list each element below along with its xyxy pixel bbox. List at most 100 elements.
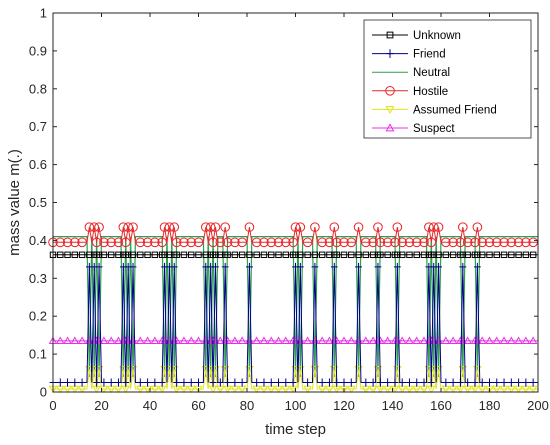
data-point (212, 251, 219, 259)
data-point (188, 251, 195, 259)
x-tick-label: 60 (191, 398, 205, 413)
data-point (462, 237, 473, 248)
data-point (118, 222, 129, 232)
y-axis-title: mass value m(.) (6, 149, 23, 256)
data-point (89, 222, 100, 232)
series-line (53, 369, 538, 390)
data-point (224, 251, 231, 259)
data-point (464, 251, 471, 259)
data-point (180, 251, 188, 259)
legend-marker (386, 49, 394, 58)
x-tick-label: 20 (94, 398, 108, 413)
data-point (195, 251, 202, 259)
data-point (252, 336, 261, 345)
data-point (430, 251, 437, 259)
data-point (442, 378, 450, 387)
data-point (222, 237, 233, 248)
y-tick-label: 0.9 (29, 43, 47, 58)
data-point (326, 378, 333, 387)
data-point (464, 378, 472, 387)
legend-label: Assumed Friend (413, 104, 497, 116)
legend-marker (386, 31, 394, 39)
data-point (449, 251, 457, 259)
data-point (353, 222, 364, 232)
data-point (186, 336, 196, 345)
data-point (477, 336, 487, 345)
data-point (77, 237, 87, 248)
data-point (375, 237, 386, 248)
data-point (195, 378, 202, 387)
data-point (406, 378, 413, 387)
data-point (170, 262, 178, 272)
data-point (273, 237, 284, 248)
data-point (244, 222, 255, 232)
data-point (368, 336, 378, 345)
data-point (259, 237, 269, 248)
data-point (295, 222, 306, 232)
data-point (477, 237, 488, 248)
data-point (397, 237, 408, 248)
data-point (70, 336, 80, 345)
data-point (64, 378, 71, 387)
data-point (459, 251, 467, 259)
data-point (84, 222, 95, 232)
data-point (86, 251, 93, 259)
data-point (124, 251, 132, 259)
data-point (369, 251, 377, 259)
data-point (522, 378, 530, 387)
data-point (333, 251, 340, 259)
data-point (507, 336, 516, 345)
data-point (289, 378, 297, 387)
data-point (186, 237, 197, 248)
y-tick-label: 0 (40, 385, 47, 400)
data-point (193, 237, 204, 248)
data-point (405, 336, 414, 345)
data-point (471, 378, 479, 387)
data-point (362, 251, 370, 259)
y-tick-label: 0.3 (29, 271, 47, 286)
data-point (304, 378, 312, 387)
data-point (142, 237, 153, 248)
data-point (368, 237, 378, 248)
data-point (302, 237, 313, 248)
data-point (398, 251, 406, 259)
legend-entry-assumed-friend: Assumed Friend (372, 104, 497, 116)
data-point (384, 378, 392, 387)
data-point (122, 378, 130, 387)
series-unknown (49, 251, 538, 259)
data-point (259, 336, 269, 345)
series-neutral (53, 236, 538, 377)
data-point (221, 262, 229, 272)
data-point (499, 336, 509, 345)
data-point (113, 237, 124, 248)
data-point (463, 336, 472, 345)
data-point (304, 251, 311, 259)
data-point (470, 237, 480, 248)
data-point (373, 222, 383, 232)
data-point (412, 336, 421, 345)
data-point (99, 336, 109, 345)
data-point (428, 222, 439, 232)
data-point (143, 336, 152, 345)
data-point (508, 251, 515, 259)
data-point (318, 251, 326, 259)
data-point (393, 262, 401, 272)
data-point (144, 251, 151, 259)
legend-entry-suspect: Suspect (372, 123, 455, 135)
data-point (391, 378, 399, 387)
data-point (136, 336, 145, 345)
data-point (107, 378, 115, 387)
x-tick-label: 120 (333, 398, 355, 413)
data-point (166, 251, 173, 259)
data-point (420, 378, 428, 387)
data-point (458, 222, 468, 232)
data-point (223, 336, 232, 345)
data-point (129, 262, 137, 272)
data-point (346, 237, 357, 248)
data-point (237, 336, 247, 345)
data-point (449, 378, 457, 387)
data-point (282, 378, 290, 387)
data-point (485, 336, 494, 345)
data-point (390, 237, 400, 248)
data-point (120, 237, 131, 248)
